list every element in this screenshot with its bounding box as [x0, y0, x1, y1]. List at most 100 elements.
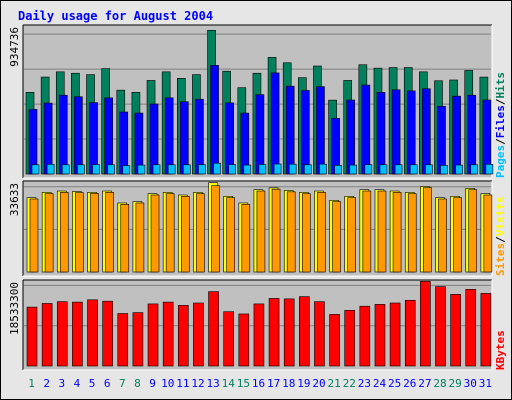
bar-sites-day-31 [483, 194, 493, 273]
x-tick-label-day-17: 17 [267, 377, 280, 390]
bar-sites-day-6 [105, 192, 114, 273]
panel-sites-visits: 33633 Sites/Visits [8, 180, 507, 277]
x-tick-label-day-3: 3 [59, 377, 66, 390]
bar-kbytes-day-9 [147, 303, 159, 367]
bar-files-day-28 [437, 106, 446, 175]
bar-sites-day-24 [377, 190, 387, 273]
bar-sites-day-9 [150, 194, 160, 273]
legend-item: Pages [494, 145, 507, 178]
bar-kbytes-day-2 [41, 303, 53, 367]
bar-kbytes-day-16 [253, 303, 265, 367]
bar-pages-day-28 [440, 165, 448, 175]
bar-kbytes-day-30 [465, 289, 477, 367]
bar-pages-day-27 [425, 164, 433, 175]
bar-sites-day-2 [44, 193, 54, 273]
bar-sites-day-14 [226, 197, 235, 273]
bar-kbytes-day-5 [87, 299, 98, 367]
bar-files-day-12 [195, 98, 204, 175]
x-tick-label-day-28: 28 [433, 377, 446, 390]
bar-sites-day-1 [29, 198, 39, 273]
bar-files-day-31 [482, 99, 492, 175]
bar-files-day-7 [119, 111, 129, 175]
legend-item: / [494, 138, 507, 145]
bar-sites-day-27 [423, 187, 432, 273]
x-tick-label-day-26: 26 [403, 377, 416, 390]
bar-files-day-19 [301, 90, 310, 175]
bar-kbytes-day-22 [344, 310, 356, 367]
bar-files-day-9 [149, 103, 159, 175]
x-tick-label-day-21: 21 [328, 377, 341, 390]
bar-kbytes-day-4 [72, 301, 83, 367]
bar-kbytes-day-26 [404, 299, 416, 367]
x-axis-day-labels: 1 2 3 4 5 6 7 8 9 10 11 12 13 14 15 16 17 18 19 20 21 22 23 24 2… [28, 377, 492, 390]
bar-kbytes-day-7 [117, 313, 129, 367]
x-tick-label-day-5: 5 [89, 377, 96, 390]
legend-item: Hits [494, 72, 507, 99]
legend-item: Sites [494, 243, 507, 276]
legend-item: KBytes [494, 330, 507, 370]
x-tick-label-day-6: 6 [104, 377, 111, 390]
x-tick-label-day-20: 20 [312, 377, 325, 390]
bar-kbytes-day-13 [208, 291, 219, 367]
x-tick-label-day-11: 11 [176, 377, 189, 390]
bar-pages-day-23 [364, 164, 373, 175]
bar-pages-day-4 [77, 164, 85, 175]
bar-kbytes-day-6 [102, 300, 113, 367]
bar-kbytes-day-10 [162, 301, 174, 367]
bar-kbytes-day-24 [374, 304, 386, 367]
x-tick-label-day-10: 10 [161, 377, 174, 390]
x-tick-label-day-23: 23 [358, 377, 371, 390]
bar-kbytes-day-25 [389, 302, 401, 367]
bar-pages-day-12 [198, 164, 206, 175]
bar-kbytes-day-18 [283, 298, 295, 367]
bar-sites-day-12 [196, 193, 205, 273]
bar-sites-day-25 [392, 192, 402, 273]
bar-kbytes-day-21 [329, 314, 340, 367]
x-tick-label-day-31: 31 [479, 377, 492, 390]
bar-files-day-18 [285, 85, 295, 175]
bar-files-day-10 [164, 97, 174, 175]
bar-kbytes-day-15 [238, 313, 250, 367]
x-tick-label-day-19: 19 [297, 377, 310, 390]
y-max-label: 934736 [8, 27, 21, 67]
bar-sites-day-7 [120, 203, 130, 273]
bar-sites-day-21 [332, 201, 341, 273]
bar-kbytes-day-17 [268, 298, 280, 367]
bar-pages-day-7 [122, 165, 131, 175]
x-tick-label-day-27: 27 [418, 377, 431, 390]
bar-pages-day-30 [470, 164, 479, 175]
bar-pages-day-13 [213, 162, 221, 175]
x-tick-label-day-9: 9 [149, 377, 156, 390]
bar-files-day-2 [43, 102, 53, 175]
bar-pages-day-6 [107, 164, 115, 175]
legend-item: Files [494, 105, 507, 138]
bar-pages-day-5 [92, 164, 100, 175]
bar-pages-day-1 [31, 164, 40, 175]
x-tick-label-day-4: 4 [74, 377, 81, 390]
x-tick-label-day-25: 25 [388, 377, 401, 390]
x-tick-label-day-1: 1 [28, 377, 35, 390]
legend-sites-visits: Sites/Visits [494, 197, 507, 277]
x-tick-label-day-15: 15 [237, 377, 250, 390]
panel-kbytes: 18533300 KBytes [8, 279, 507, 371]
bar-kbytes-day-23 [359, 305, 371, 367]
legend-item: Visits [494, 197, 507, 237]
x-tick-label-day-13: 13 [206, 377, 219, 390]
bar-sites-day-4 [75, 192, 84, 273]
bar-files-day-14 [225, 102, 234, 175]
bar-kbytes-day-31 [480, 293, 492, 367]
bar-files-day-5 [89, 102, 98, 175]
bar-files-day-24 [376, 91, 386, 175]
x-tick-label-day-2: 2 [43, 377, 50, 390]
bar-sites-day-10 [165, 193, 175, 273]
bar-files-day-3 [58, 94, 68, 175]
bar-pages-day-21 [334, 165, 342, 175]
bar-files-day-30 [467, 94, 477, 175]
bar-files-day-27 [422, 88, 431, 175]
x-tick-label-day-16: 16 [252, 377, 265, 390]
bar-files-day-23 [361, 84, 371, 175]
legend-item: / [494, 98, 507, 105]
